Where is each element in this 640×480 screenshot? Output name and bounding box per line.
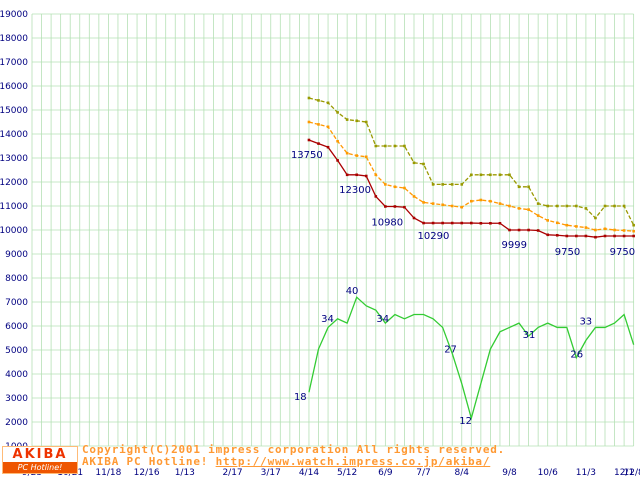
svg-text:7/7: 7/7 <box>416 468 430 478</box>
svg-text:7000: 7000 <box>5 298 28 308</box>
svg-text:9750: 9750 <box>555 247 580 258</box>
svg-text:9/8: 9/8 <box>502 468 517 478</box>
svg-text:12/16: 12/16 <box>134 468 160 478</box>
svg-text:3/17: 3/17 <box>261 468 281 478</box>
svg-text:26: 26 <box>570 350 583 361</box>
svg-text:10/6: 10/6 <box>538 468 558 478</box>
svg-text:6/9: 6/9 <box>378 468 393 478</box>
svg-text:15000: 15000 <box>0 106 28 116</box>
svg-text:13000: 13000 <box>0 154 28 164</box>
svg-text:10980: 10980 <box>371 217 403 228</box>
svg-text:12000: 12000 <box>0 178 28 188</box>
svg-text:8/4: 8/4 <box>455 468 470 478</box>
svg-text:16000: 16000 <box>0 82 28 92</box>
svg-text:10000: 10000 <box>0 226 28 236</box>
svg-text:40: 40 <box>346 286 359 297</box>
svg-text:11000: 11000 <box>0 202 28 212</box>
svg-text:3000: 3000 <box>5 394 28 404</box>
svg-text:27: 27 <box>444 344 457 355</box>
svg-text:10290: 10290 <box>418 231 450 242</box>
akiba-logo: AKIBA PC Hotline! <box>2 446 78 474</box>
site-line: AKIBA PC Hotline! http://www.watch.impre… <box>82 456 505 468</box>
svg-text:2/17: 2/17 <box>222 468 242 478</box>
svg-text:31: 31 <box>523 330 536 341</box>
svg-text:18000: 18000 <box>0 34 28 44</box>
svg-text:1/13: 1/13 <box>175 468 195 478</box>
svg-text:5/12: 5/12 <box>337 468 357 478</box>
svg-text:17000: 17000 <box>0 58 28 68</box>
site-url[interactable]: http://www.watch.impress.co.jp/akiba/ <box>215 455 491 468</box>
svg-text:8000: 8000 <box>5 274 28 284</box>
svg-text:9750: 9750 <box>610 247 635 258</box>
svg-text:34: 34 <box>376 314 389 325</box>
svg-text:19000: 19000 <box>0 10 28 20</box>
svg-text:11/3: 11/3 <box>576 468 596 478</box>
svg-text:13750: 13750 <box>291 150 323 161</box>
svg-text:5000: 5000 <box>5 346 28 356</box>
svg-text:14000: 14000 <box>0 130 28 140</box>
svg-text:12/8: 12/8 <box>624 468 640 478</box>
copyright-text: Copyright(C)2001 impress corporation All… <box>82 443 506 456</box>
akiba-logo-text: AKIBA <box>12 447 68 462</box>
svg-text:2000: 2000 <box>5 418 28 428</box>
copyright-footer: Copyright(C)2001 impress corporation All… <box>82 444 505 468</box>
svg-text:4/14: 4/14 <box>299 468 319 478</box>
svg-text:6000: 6000 <box>5 322 28 332</box>
site-name: AKIBA PC Hotline! <box>82 455 209 468</box>
svg-text:9999: 9999 <box>502 240 527 251</box>
svg-text:12/1: 12/1 <box>614 468 634 478</box>
svg-text:33: 33 <box>579 316 592 327</box>
svg-text:12: 12 <box>459 416 472 427</box>
svg-text:34: 34 <box>321 314 334 325</box>
svg-text:4000: 4000 <box>5 370 28 380</box>
svg-text:12300: 12300 <box>339 185 371 196</box>
svg-text:18: 18 <box>294 392 307 403</box>
svg-text:9000: 9000 <box>5 250 28 260</box>
svg-text:11/18: 11/18 <box>95 468 121 478</box>
akiba-logo-subtext: PC Hotline! <box>3 462 77 473</box>
